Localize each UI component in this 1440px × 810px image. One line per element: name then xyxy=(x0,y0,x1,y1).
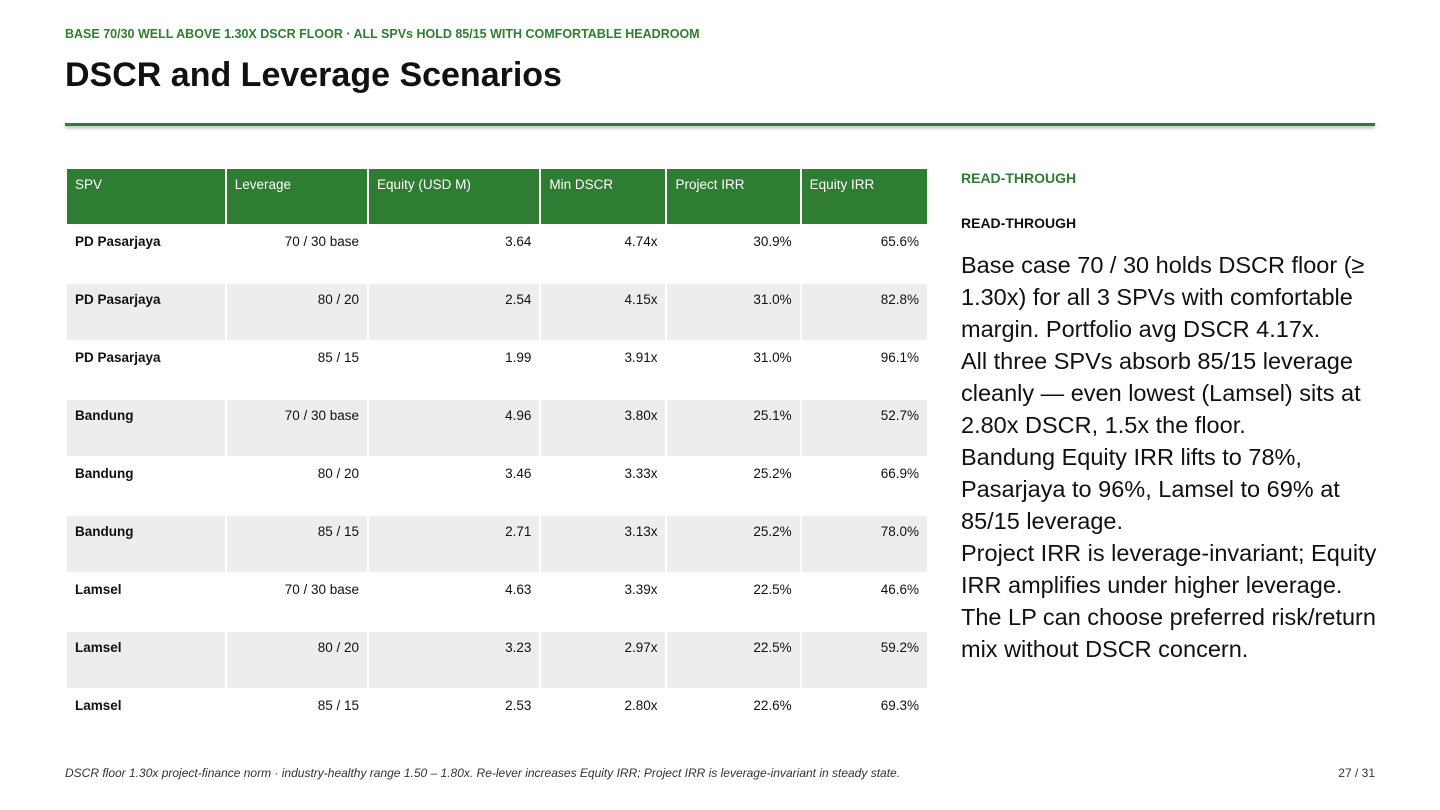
table-cell: Lamsel xyxy=(65,688,227,748)
table-cell: 3.64 xyxy=(367,224,542,284)
table-row: PD Pasarjaya 70 / 30 base 3.64 4.74x 30.9% 65… xyxy=(65,224,930,284)
paragraph: Bandung Equity IRR lifts to 78%, Pasarja… xyxy=(961,444,1340,534)
table-cell: 80 / 20 xyxy=(224,456,370,516)
table-cell: 2.71 xyxy=(367,514,542,574)
table-row: Bandung 85 / 15 2.71 3.13x 25.2% 78.0% xyxy=(65,514,930,574)
table-cell: Bandung xyxy=(65,514,227,574)
table-cell: 66.9% xyxy=(799,456,930,516)
table-cell: 31.0% xyxy=(665,282,802,342)
table-cell: 1.99 xyxy=(367,340,542,400)
table-cell: 3.23 xyxy=(367,630,542,690)
table-cell: 65.6% xyxy=(799,224,930,284)
table-cell: 80 / 20 xyxy=(224,630,370,690)
table-cell: Bandung xyxy=(65,398,227,458)
table-cell: 4.63 xyxy=(367,572,542,632)
table-cell: 70 / 30 base xyxy=(224,224,370,284)
section-label: READ-THROUGH xyxy=(961,170,1077,186)
table-cell: 25.2% xyxy=(665,514,802,574)
table-row: PD Pasarjaya 85 / 15 1.99 3.91x 31.0% 96.1% xyxy=(65,340,930,400)
table-cell: 3.46 xyxy=(367,456,542,516)
table-cell: 22.5% xyxy=(665,572,802,632)
kicker: BASE 70/30 WELL ABOVE 1.30X DSCR FLOOR ·… xyxy=(65,27,700,41)
table-cell: 30.9% xyxy=(665,224,802,284)
table-cell: 4.96 xyxy=(367,398,542,458)
table-row: PD Pasarjaya 80 / 20 2.54 4.15x 31.0% 82.8% xyxy=(65,282,930,342)
title: DSCR and Leverage Scenarios xyxy=(65,56,562,94)
table-row: Lamsel 70 / 30 base 4.63 3.39x 22.5% 46.6% xyxy=(65,572,930,632)
table-cell: 85 / 15 xyxy=(224,688,370,748)
table-cell: PD Pasarjaya xyxy=(65,340,227,400)
column-header: Min DSCR xyxy=(539,167,668,226)
table-cell: 2.97x xyxy=(539,630,668,690)
scenario-table: SPV Leverage Equity (USD M) Min DSCR Project… xyxy=(65,167,930,748)
table-cell: 3.91x xyxy=(539,340,668,400)
table-cell: 31.0% xyxy=(665,340,802,400)
table-cell: PD Pasarjaya xyxy=(65,224,227,284)
page-number: 27 / 31 xyxy=(1338,766,1375,780)
table-cell: 3.80x xyxy=(539,398,668,458)
table-cell: 22.6% xyxy=(665,688,802,748)
table-row: Bandung 80 / 20 3.46 3.33x 25.2% 66.9% xyxy=(65,456,930,516)
table-row: Lamsel 80 / 20 3.23 2.97x 22.5% 59.2% xyxy=(65,630,930,690)
footnote: DSCR floor 1.30x project-finance norm · … xyxy=(65,766,901,780)
table-row: Bandung 70 / 30 base 4.96 3.80x 25.1% 52.7% xyxy=(65,398,930,458)
table-cell: Bandung xyxy=(65,456,227,516)
table-cell: 80 / 20 xyxy=(224,282,370,342)
table-cell: PD Pasarjaya xyxy=(65,282,227,342)
column-header: Equity IRR xyxy=(799,167,930,226)
column-header: SPV xyxy=(65,167,227,226)
column-header: Leverage xyxy=(224,167,370,226)
paragraph: All three SPVs absorb 85/15 leverage cle… xyxy=(961,348,1361,438)
table-cell: 69.3% xyxy=(799,688,930,748)
table-row: Lamsel 85 / 15 2.53 2.80x 22.6% 69.3% xyxy=(65,688,930,748)
table-cell: 3.39x xyxy=(539,572,668,632)
table-cell: 2.53 xyxy=(367,688,542,748)
divider xyxy=(65,123,1375,126)
column-header: Equity (USD M) xyxy=(367,167,542,226)
table-cell: 4.74x xyxy=(539,224,668,284)
header-row: SPV Leverage Equity (USD M) Min DSCR Project… xyxy=(65,167,930,226)
table-cell: 46.6% xyxy=(799,572,930,632)
table-cell: 85 / 15 xyxy=(224,340,370,400)
table-cell: 25.1% xyxy=(665,398,802,458)
column-header: Project IRR xyxy=(665,167,802,226)
table-cell: 82.8% xyxy=(799,282,930,342)
table-cell: 59.2% xyxy=(799,630,930,690)
table-cell: 25.2% xyxy=(665,456,802,516)
table-cell: 22.5% xyxy=(665,630,802,690)
table-cell: Lamsel xyxy=(65,630,227,690)
table-cell: 3.33x xyxy=(539,456,668,516)
table-cell: 96.1% xyxy=(799,340,930,400)
table-cell: 78.0% xyxy=(799,514,930,574)
side-panel: READ-THROUGH READ-THROUGH Base case 70 /… xyxy=(961,170,1381,665)
table-cell: 2.80x xyxy=(539,688,668,748)
table-cell: 4.15x xyxy=(539,282,668,342)
table-cell: 70 / 30 base xyxy=(224,572,370,632)
paragraphs: Base case 70 / 30 holds DSCR floor (≥ 1.… xyxy=(961,249,1381,665)
table-cell: 3.13x xyxy=(539,514,668,574)
table-cell: 2.54 xyxy=(367,282,542,342)
paragraph: Project IRR is leverage-invariant; Equit… xyxy=(961,540,1377,662)
table-cell: 85 / 15 xyxy=(224,514,370,574)
table-cell: 70 / 30 base xyxy=(224,398,370,458)
table-cell: 52.7% xyxy=(799,398,930,458)
section-heading: READ-THROUGH xyxy=(961,215,1077,231)
table-cell: Lamsel xyxy=(65,572,227,632)
paragraph: Base case 70 / 30 holds DSCR floor (≥ 1.… xyxy=(961,252,1365,342)
